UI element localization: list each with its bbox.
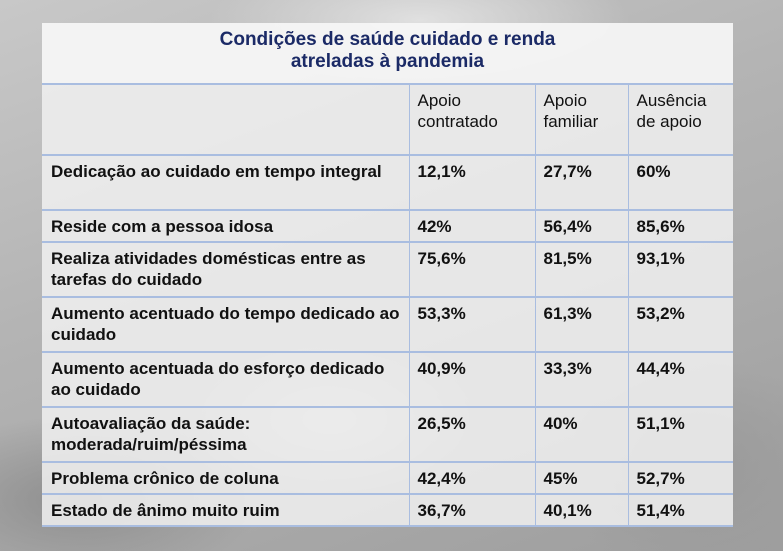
cell-value: 40% (534, 407, 628, 463)
header-row: Apoio contratado Apoio familiar Ausência de… (42, 84, 733, 156)
cell-value: 45% (534, 462, 628, 495)
cell-value: 36,7% (408, 494, 535, 527)
title-line-1: Condições de saúde cuidado e renda (219, 29, 556, 50)
table-row: Autoavaliação da saúde: moderada/ruim/pé… (42, 407, 733, 463)
row-label: Aumento acentuado do tempo dedicado ao c… (42, 297, 409, 353)
table-title: Condições de saúde cuidado e renda atrel… (42, 23, 733, 85)
cell-value: 33,3% (534, 352, 628, 408)
row-label: Problema crônico de coluna (42, 462, 409, 495)
column-header: Ausência de apoio (627, 84, 733, 156)
column-header: Apoio contratado (408, 84, 535, 156)
cell-value: 81,5% (534, 242, 628, 298)
table-row: Estado de ânimo muito ruim 36,7% 40,1% 51,4… (42, 494, 733, 527)
header-empty (42, 84, 409, 156)
row-label: Realiza atividades domésticas entre as t… (42, 242, 409, 298)
cell-value: 40,9% (408, 352, 535, 408)
cell-value: 53,2% (627, 297, 733, 353)
table-row: Aumento acentuada do esforço dedicado ao… (42, 352, 733, 408)
table-row: Reside com a pessoa idosa 42% 56,4% 85,6% (42, 210, 733, 243)
cell-value: 44,4% (627, 352, 733, 408)
cell-value: 26,5% (408, 407, 535, 463)
table-row: Dedicação ao cuidado em tempo integral 12… (42, 155, 733, 211)
row-label: Reside com a pessoa idosa (42, 210, 409, 243)
cell-value: 75,6% (408, 242, 535, 298)
cell-value: 42,4% (408, 462, 535, 495)
cell-value: 42% (408, 210, 535, 243)
table-row: Realiza atividades domésticas entre as t… (42, 242, 733, 298)
row-label: Aumento acentuada do esforço dedicado ao… (42, 352, 409, 408)
cell-value: 12,1% (408, 155, 535, 211)
data-table: Condições de saúde cuidado e renda atrel… (42, 23, 733, 527)
cell-value: 93,1% (627, 242, 733, 298)
cell-value: 85,6% (627, 210, 733, 243)
cell-value: 40,1% (534, 494, 628, 527)
title-line-2: atreladas à pandemia (290, 51, 485, 72)
table-row: Problema crônico de coluna 42,4% 45% 52,7% (42, 462, 733, 495)
cell-value: 51,1% (627, 407, 733, 463)
cell-value: 56,4% (534, 210, 628, 243)
row-label: Estado de ânimo muito ruim (42, 494, 409, 527)
row-label: Autoavaliação da saúde: moderada/ruim/pé… (42, 407, 409, 463)
column-header: Apoio familiar (534, 84, 628, 156)
cell-value: 51,4% (627, 494, 733, 527)
row-label: Dedicação ao cuidado em tempo integral (42, 155, 409, 211)
cell-value: 52,7% (627, 462, 733, 495)
table-row: Aumento acentuado do tempo dedicado ao c… (42, 297, 733, 353)
cell-value: 53,3% (408, 297, 535, 353)
cell-value: 27,7% (534, 155, 628, 211)
cell-value: 60% (627, 155, 733, 211)
cell-value: 61,3% (534, 297, 628, 353)
